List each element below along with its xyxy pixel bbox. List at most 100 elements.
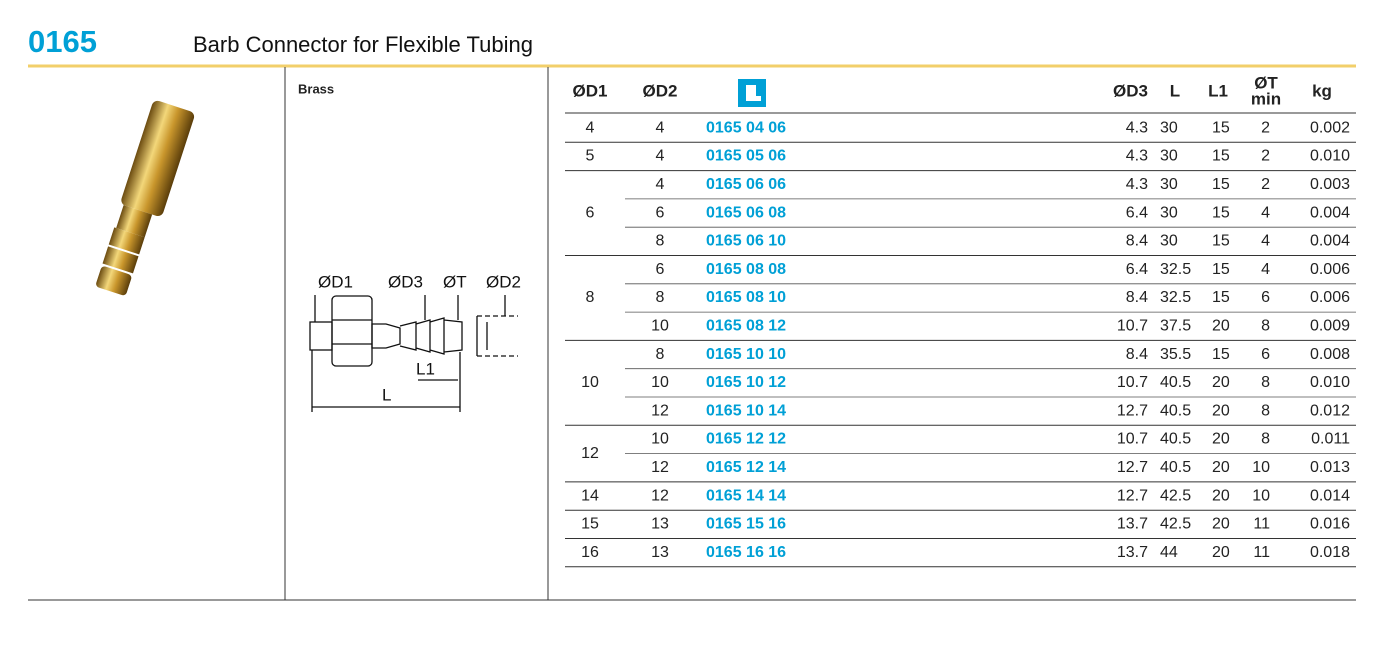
wall-cell: 6	[1261, 346, 1270, 363]
length-cell: 32.5	[1160, 261, 1191, 278]
length-cell: 30	[1160, 204, 1178, 221]
od2-cell: 4	[656, 119, 665, 136]
od1-cell: 12	[581, 445, 599, 462]
l1-cell: 20	[1212, 487, 1230, 504]
od2-cell: 8	[656, 233, 665, 250]
l1-cell: 20	[1212, 544, 1230, 561]
od3-cell: 13.7	[1117, 544, 1148, 561]
od3-cell: 6.4	[1126, 204, 1148, 221]
l1-cell: 20	[1212, 431, 1230, 448]
od3-cell: 10.7	[1117, 317, 1148, 334]
od1-cell: 16	[581, 544, 599, 561]
length-cell: 37.5	[1160, 317, 1191, 334]
length-cell: 35.5	[1160, 346, 1191, 363]
article-number: 0165 15 16	[706, 516, 786, 533]
length-cell: 30	[1160, 233, 1178, 250]
weight-cell: 0.018	[1310, 544, 1350, 561]
od3-cell: 4.3	[1126, 148, 1148, 165]
l1-cell: 15	[1212, 204, 1230, 221]
od3-cell: 12.7	[1117, 402, 1148, 419]
od3-cell: 4.3	[1126, 176, 1148, 193]
od2-cell: 6	[656, 204, 665, 221]
wall-cell: 2	[1261, 148, 1270, 165]
od1-cell: 6	[586, 204, 595, 221]
wall-cell: 6	[1261, 289, 1270, 306]
article-number: 0165 06 08	[706, 204, 786, 221]
wall-cell: 8	[1261, 431, 1270, 448]
od2-cell: 6	[656, 261, 665, 278]
length-cell: 40.5	[1160, 402, 1191, 419]
od3-cell: 8.4	[1126, 346, 1148, 363]
weight-cell: 0.014	[1310, 487, 1350, 504]
article-number: 0165 16 16	[706, 544, 786, 561]
od3-cell: 8.4	[1126, 289, 1148, 306]
column-header: ØT	[1254, 73, 1278, 92]
wall-cell: 8	[1261, 402, 1270, 419]
dimension-label: ØD2	[486, 272, 521, 291]
l1-cell: 15	[1212, 289, 1230, 306]
od2-cell: 13	[651, 544, 669, 561]
od3-cell: 6.4	[1126, 261, 1148, 278]
length-cell: 40.5	[1160, 374, 1191, 391]
wall-cell: 11	[1253, 544, 1270, 561]
od2-cell: 10	[651, 374, 669, 391]
od1-cell: 10	[581, 374, 599, 391]
od3-cell: 12.7	[1117, 487, 1148, 504]
weight-cell: 0.009	[1310, 317, 1350, 334]
article-number: 0165 05 06	[706, 148, 786, 165]
weight-cell: 0.013	[1310, 459, 1350, 476]
od1-cell: 4	[586, 119, 595, 136]
wall-cell: 4	[1261, 204, 1270, 221]
od1-cell: 15	[581, 516, 599, 533]
reference-icon	[738, 79, 766, 107]
weight-cell: 0.011	[1311, 431, 1350, 448]
product-photo	[96, 100, 195, 296]
l1-cell: 15	[1212, 346, 1230, 363]
article-number: 0165 08 08	[706, 261, 786, 278]
column-header: L1	[1208, 81, 1228, 100]
length-cell: 42.5	[1160, 487, 1191, 504]
l1-cell: 15	[1212, 119, 1230, 136]
column-header: kg	[1312, 81, 1332, 100]
od3-cell: 13.7	[1117, 516, 1148, 533]
wall-cell: 8	[1261, 317, 1270, 334]
l1-cell: 15	[1212, 176, 1230, 193]
article-number: 0165 10 12	[706, 374, 786, 391]
article-number: 0165 12 14	[706, 459, 786, 476]
dimension-drawing	[309, 295, 518, 412]
article-number: 0165 08 12	[706, 317, 786, 334]
column-header: ØD2	[643, 81, 678, 100]
weight-cell: 0.016	[1310, 516, 1350, 533]
wall-cell: 8	[1261, 374, 1270, 391]
dimension-label: ØD1	[318, 272, 353, 291]
od2-cell: 12	[651, 487, 669, 504]
article-number: 0165 14 14	[706, 487, 786, 504]
product-title: Barb Connector for Flexible Tubing	[193, 32, 533, 57]
dimension-label: L1	[416, 359, 435, 378]
od1-cell: 14	[581, 487, 599, 504]
l1-cell: 20	[1212, 402, 1230, 419]
article-number: 0165 06 06	[706, 176, 786, 193]
od2-cell: 8	[656, 346, 665, 363]
od2-cell: 10	[651, 317, 669, 334]
l1-cell: 15	[1212, 233, 1230, 250]
weight-cell: 0.010	[1310, 148, 1350, 165]
column-header: ØD1	[573, 81, 608, 100]
length-cell: 44	[1160, 544, 1178, 561]
od2-cell: 4	[656, 176, 665, 193]
l1-cell: 20	[1212, 317, 1230, 334]
weight-cell: 0.004	[1310, 204, 1350, 221]
product-code: 0165	[28, 24, 97, 59]
od1-cell: 8	[586, 289, 595, 306]
od3-cell: 12.7	[1117, 459, 1148, 476]
wall-cell: 2	[1261, 176, 1270, 193]
article-number: 0165 10 14	[706, 402, 786, 419]
weight-cell: 0.008	[1310, 346, 1350, 363]
od3-cell: 10.7	[1117, 374, 1148, 391]
length-cell: 42.5	[1160, 516, 1191, 533]
od2-cell: 12	[651, 402, 669, 419]
od2-cell: 10	[651, 431, 669, 448]
weight-cell: 0.002	[1310, 119, 1350, 136]
od1-cell: 5	[586, 148, 595, 165]
dimension-label: L	[382, 385, 391, 404]
